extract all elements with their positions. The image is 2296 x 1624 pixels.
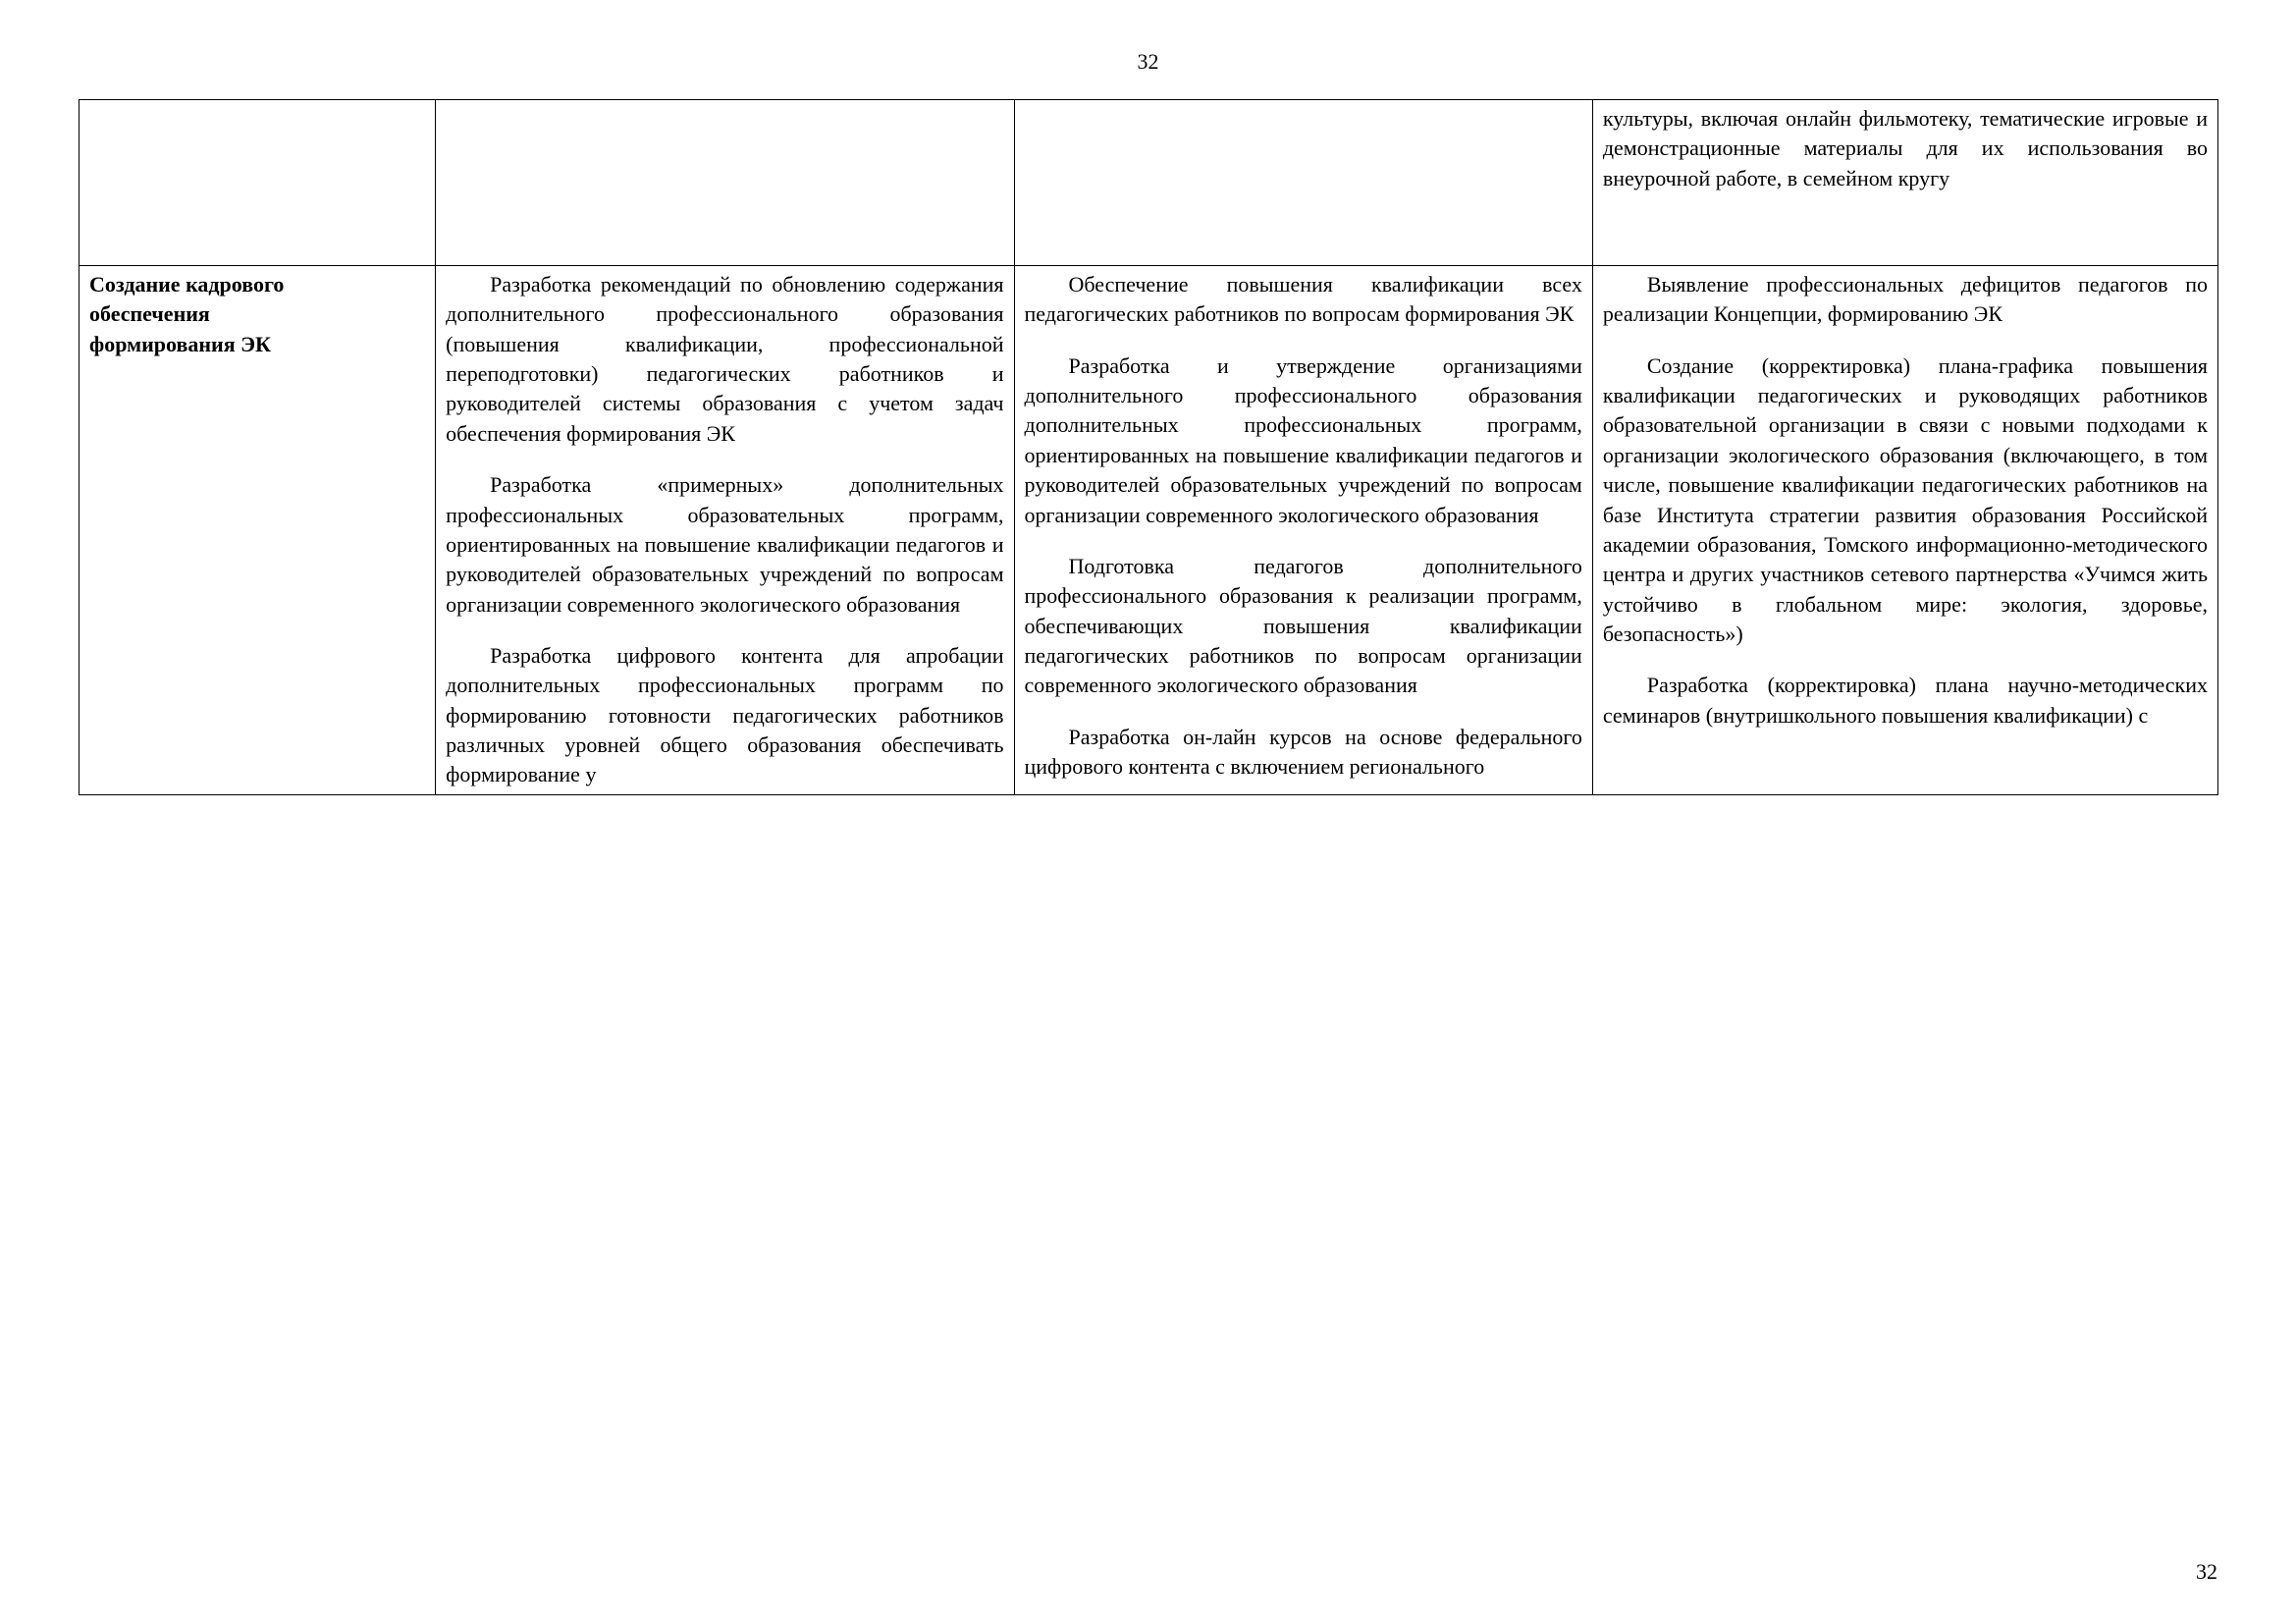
page-number-top: 32 (0, 0, 2296, 75)
cell-text: культуры, включая онлайн фильмотеку, тем… (1603, 104, 2208, 193)
cell-text: Разработка «примерных» дополнительных пр… (446, 470, 1003, 620)
row-header-line: Создание кадрового (89, 270, 425, 299)
cell-text: Разработка он-лайн курсов на основе феде… (1025, 723, 1582, 783)
cell-text: Создание (корректировка) плана-графика п… (1603, 352, 2208, 650)
cell-text: Выявление профессиональных дефицитов пед… (1603, 270, 2208, 330)
content-table: культуры, включая онлайн фильмотеку, тем… (79, 99, 2218, 795)
table-row: культуры, включая онлайн фильмотеку, тем… (80, 100, 2218, 266)
cell-text: Разработка цифрового контента для апроба… (446, 641, 1003, 790)
cell-r1c1: Разработка рекомендаций по обновлению со… (436, 266, 1014, 795)
cell-r0c0 (80, 100, 436, 266)
row-header-line: обеспечения (89, 299, 425, 329)
page-number-bottom: 32 (2196, 1559, 2217, 1585)
cell-r1c2: Обеспечение повышения квалификации всех … (1014, 266, 1592, 795)
table-row: Создание кадрового обеспечения формирова… (80, 266, 2218, 795)
row-header-line: формирования ЭК (89, 330, 425, 359)
cell-r1c3: Выявление профессиональных дефицитов пед… (1592, 266, 2217, 795)
cell-text: Разработка рекомендаций по обновлению со… (446, 270, 1003, 449)
cell-r0c2 (1014, 100, 1592, 266)
cell-r1c0: Создание кадрового обеспечения формирова… (80, 266, 436, 795)
cell-r0c3: культуры, включая онлайн фильмотеку, тем… (1592, 100, 2217, 266)
cell-text: Разработка и утверждение организациями д… (1025, 352, 1582, 530)
cell-text: Обеспечение повышения квалификации всех … (1025, 270, 1582, 330)
cell-text: Подготовка педагогов дополнительного про… (1025, 552, 1582, 701)
cell-r0c1 (436, 100, 1014, 266)
cell-text: Разработка (корректировка) плана научно-… (1603, 671, 2208, 731)
